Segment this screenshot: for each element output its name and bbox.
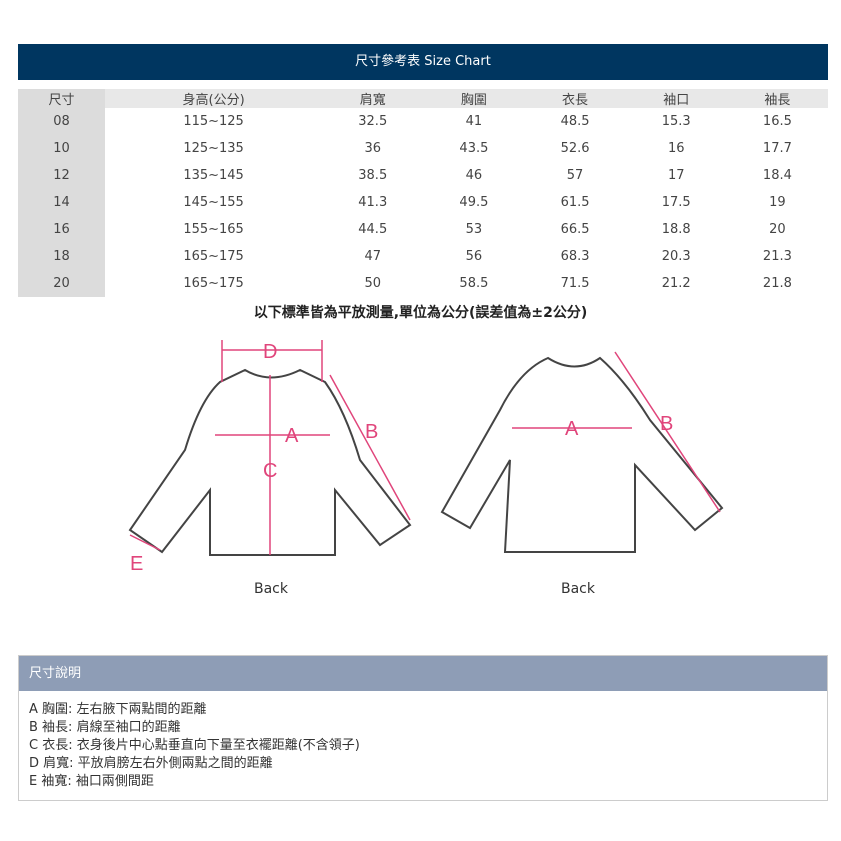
mark-e: E [130, 553, 143, 575]
table-cell: 21.8 [762, 276, 792, 291]
table-row: 16 155~165 44.5 53 66.5 18.8 20 [18, 216, 828, 243]
table-cell: 135~145 [183, 168, 244, 183]
table-cell: 47 [364, 249, 382, 264]
table-cell: 61.5 [560, 195, 590, 210]
table-cell: 38.5 [358, 168, 388, 183]
table-cell: 44.5 [358, 222, 388, 237]
size-table: 尺寸 身高(公分) 肩寬 胸圍 衣長 袖口 袖長 08 115~125 32.5 41… [18, 89, 828, 297]
shirt-diagram: D A C B E A B [128, 340, 724, 575]
mark-d: D [263, 341, 277, 363]
mark-b: B [365, 421, 378, 443]
measurement-note: 以下標準皆為平放測量,單位為公分(誤差值為±2公分) [253, 305, 588, 321]
table-cell: 16 [18, 216, 105, 243]
header-cell: 身高(公分) [105, 89, 323, 108]
table-cell: 36 [364, 141, 382, 156]
explanation-item: B 袖長: 肩線至袖口的距離 [29, 720, 181, 735]
table-row: 12 135~145 38.5 46 57 17 18.4 [18, 162, 828, 189]
table-cell: 57 [566, 168, 584, 183]
table-cell: 20.3 [661, 249, 691, 264]
explanation-item: E 袖寬: 袖口兩側間距 [29, 774, 154, 789]
table-cell: 21.2 [661, 276, 691, 291]
table-row: 10 125~135 36 43.5 52.6 16 17.7 [18, 135, 828, 162]
table-cell: 18.8 [661, 222, 691, 237]
table-cell: 71.5 [560, 276, 590, 291]
table-cell: 66.5 [560, 222, 590, 237]
table-cell: 53 [465, 222, 483, 237]
table-cell: 12 [18, 162, 105, 189]
table-cell: 18 [18, 243, 105, 270]
table-cell: 08 [18, 108, 105, 135]
table-cell: 41.3 [358, 195, 388, 210]
table-cell: 18.4 [762, 168, 792, 183]
table-cell: 115~125 [183, 114, 244, 129]
e-measure-line [129, 534, 161, 551]
header-cell: 尺寸 [18, 89, 105, 108]
table-cell: 48.5 [560, 114, 590, 129]
table-cell: 46 [465, 168, 483, 183]
table-cell: 165~175 [183, 276, 244, 291]
table-cell: 68.3 [560, 249, 590, 264]
table-cell: 49.5 [459, 195, 489, 210]
header-cell: 胸圍 [423, 89, 525, 108]
header-cell: 肩寬 [322, 89, 424, 108]
explanation-item: A 胸圍: 左右腋下兩點間的距離 [29, 702, 207, 717]
mark-a: A [285, 425, 299, 447]
back-label-left: Back [254, 581, 288, 597]
size-explanation-panel: 尺寸說明 A 胸圍: 左右腋下兩點間的距離 B 袖長: 肩線至袖口的距離 C 衣… [18, 655, 828, 801]
table-cell: 14 [18, 189, 105, 216]
table-cell: 52.6 [560, 141, 590, 156]
table-cell: 145~155 [183, 195, 244, 210]
table-cell: 20 [769, 222, 786, 237]
mark-a-right: A [565, 418, 579, 440]
table-header-row: 尺寸 身高(公分) 肩寬 胸圍 衣長 袖口 袖長 [18, 89, 828, 108]
table-cell: 17 [667, 168, 685, 183]
table-row: 14 145~155 41.3 49.5 61.5 17.5 19 [18, 189, 828, 216]
back-label-right: Back [561, 581, 595, 597]
size-chart-title: 尺寸參考表 Size Chart [18, 44, 828, 80]
table-cell: 41 [465, 114, 483, 129]
table-row: 20 165~175 50 58.5 71.5 21.2 21.8 [18, 270, 828, 297]
header-cell: 袖長 [726, 89, 828, 108]
table-cell: 17.7 [762, 141, 792, 156]
table-cell: 20 [18, 270, 105, 297]
shirt-left-back [128, 368, 412, 556]
table-cell: 165~175 [183, 249, 244, 264]
table-cell: 21.3 [762, 249, 792, 264]
explanation-item: D 肩寬: 平放肩膀左右外側兩點之間的距離 [29, 756, 273, 771]
mark-c: C [263, 460, 277, 482]
table-cell: 10 [18, 135, 105, 162]
header-cell: 袖口 [625, 89, 727, 108]
explanation-item: C 衣長: 衣身後片中心點垂直向下量至衣襬距離(不含領子) [29, 738, 360, 753]
table-cell: 15.3 [661, 114, 691, 129]
shirt-right-back [440, 356, 724, 553]
table-cell: 125~135 [183, 141, 244, 156]
table-row: 08 115~125 32.5 41 48.5 15.3 16.5 [18, 108, 828, 135]
table-cell: 32.5 [358, 114, 388, 129]
table-cell: 16 [667, 141, 685, 156]
table-cell: 17.5 [661, 195, 691, 210]
table-cell: 56 [465, 249, 483, 264]
table-cell: 58.5 [459, 276, 489, 291]
table-row: 18 165~175 47 56 68.3 20.3 21.3 [18, 243, 828, 270]
table-cell: 16.5 [762, 114, 792, 129]
explanation-title: 尺寸說明 [19, 656, 827, 691]
table-cell: 155~165 [183, 222, 244, 237]
table-cell: 19 [769, 195, 786, 210]
table-cell: 50 [364, 276, 382, 291]
table-cell: 43.5 [459, 141, 489, 156]
header-cell: 衣長 [524, 89, 626, 108]
mark-b-right: B [660, 413, 673, 435]
b-measure-line [329, 374, 411, 521]
